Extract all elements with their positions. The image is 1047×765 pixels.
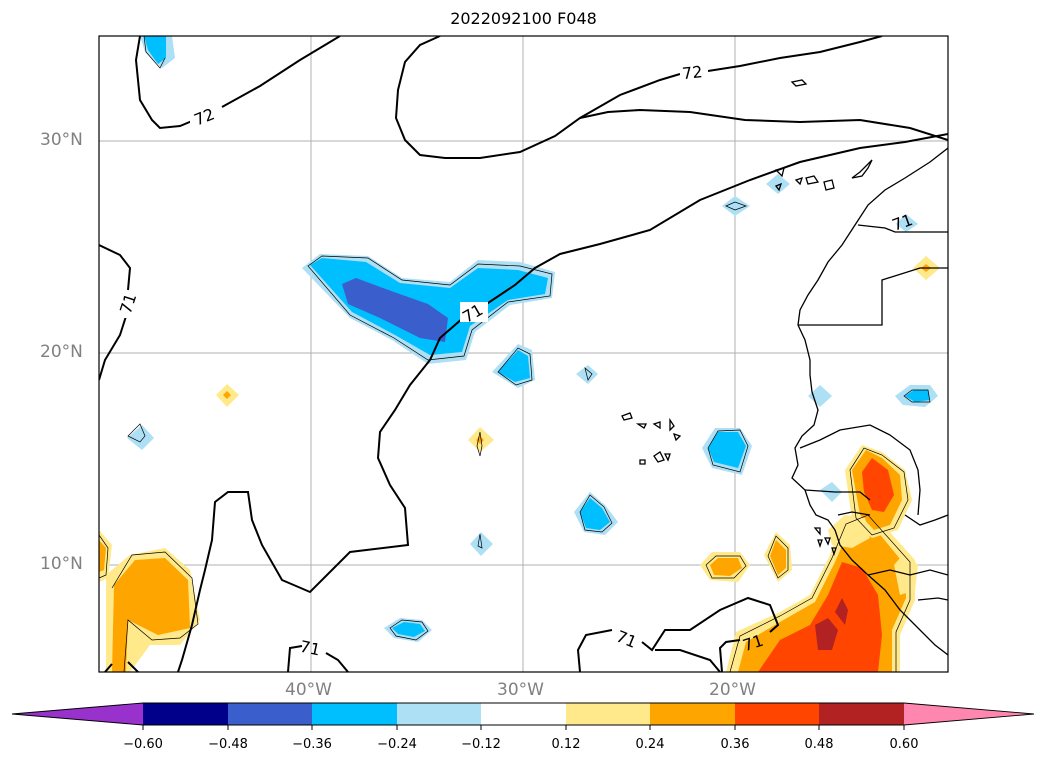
map-title: 2022092100 F048 bbox=[450, 9, 597, 28]
colorbar-extend-max bbox=[904, 703, 1034, 725]
anomaly-outlines bbox=[99, 36, 931, 672]
colorbar bbox=[11, 702, 1035, 730]
colorbar-tick-label: −0.36 bbox=[292, 737, 332, 752]
colorbar-tick-label: −0.48 bbox=[208, 737, 248, 752]
contour-label: 71 bbox=[613, 627, 639, 652]
lat-label-10n: 10°N bbox=[40, 554, 83, 574]
colorbar-tick-label: −0.24 bbox=[377, 737, 417, 752]
colorbar-tick-label: 0.36 bbox=[720, 737, 750, 752]
lon-label-40w: 40°W bbox=[285, 680, 332, 700]
coastlines bbox=[621, 79, 948, 656]
lon-label-20w: 20°W bbox=[709, 680, 756, 700]
negative-anomaly-regions bbox=[127, 36, 938, 642]
colorbar-tick-label: −0.60 bbox=[123, 737, 163, 752]
colorbar-tick-label: 0.12 bbox=[551, 737, 581, 752]
lat-label-30n: 30°N bbox=[40, 130, 83, 150]
colorbar-tick-label: 0.48 bbox=[804, 737, 834, 752]
colorbar-tick-label: 0.60 bbox=[889, 737, 919, 752]
height-contours bbox=[99, 36, 948, 672]
map-area: 72 72 71 71 71 71 71 71 bbox=[99, 36, 948, 672]
positive-anomaly-regions bbox=[99, 256, 940, 672]
colorbar-extend-min bbox=[12, 703, 143, 725]
colorbar-tick-label: 0.24 bbox=[635, 737, 665, 752]
lon-label-30w: 30°W bbox=[497, 680, 544, 700]
contour-label: 71 bbox=[298, 637, 322, 660]
map-frame bbox=[98, 35, 949, 673]
colorbar-tick-label: −0.12 bbox=[461, 737, 501, 752]
contour-label: 72 bbox=[681, 62, 703, 83]
lat-label-20n: 20°N bbox=[40, 342, 83, 362]
